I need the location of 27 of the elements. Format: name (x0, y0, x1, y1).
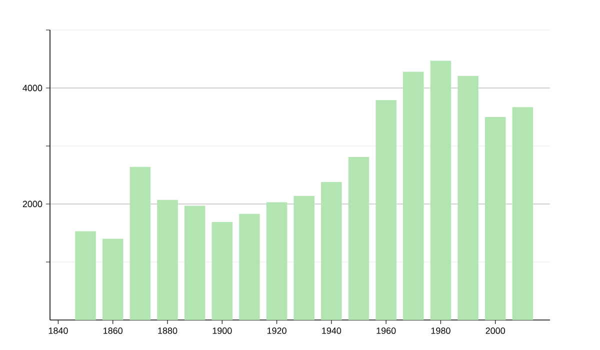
x-tick-label: 1920 (267, 328, 286, 334)
bar (403, 72, 424, 320)
bar (75, 231, 96, 320)
y-tick-label: 4000 (22, 84, 42, 92)
x-tick-label: 2000 (486, 328, 506, 334)
bar (348, 157, 370, 320)
bar (512, 107, 534, 320)
x-tick-label: 1940 (322, 328, 342, 334)
bar (484, 116, 506, 320)
bar (184, 206, 206, 320)
bar (239, 214, 260, 320)
bar (102, 238, 124, 320)
x-tick-label: 1900 (212, 328, 232, 334)
bar (321, 182, 342, 320)
bar (376, 100, 396, 320)
bar (430, 60, 452, 320)
bar (458, 76, 478, 320)
bar (130, 166, 151, 320)
bar (266, 202, 288, 320)
x-tick-label: 1960 (376, 328, 396, 334)
x-tick-label: 1840 (48, 328, 68, 334)
x-tick-label: 1980 (431, 328, 450, 334)
x-tick-label: 1860 (104, 328, 123, 334)
bar (157, 200, 178, 320)
bar (294, 196, 314, 320)
x-tick-label: 1880 (158, 328, 178, 334)
bar (212, 222, 233, 320)
